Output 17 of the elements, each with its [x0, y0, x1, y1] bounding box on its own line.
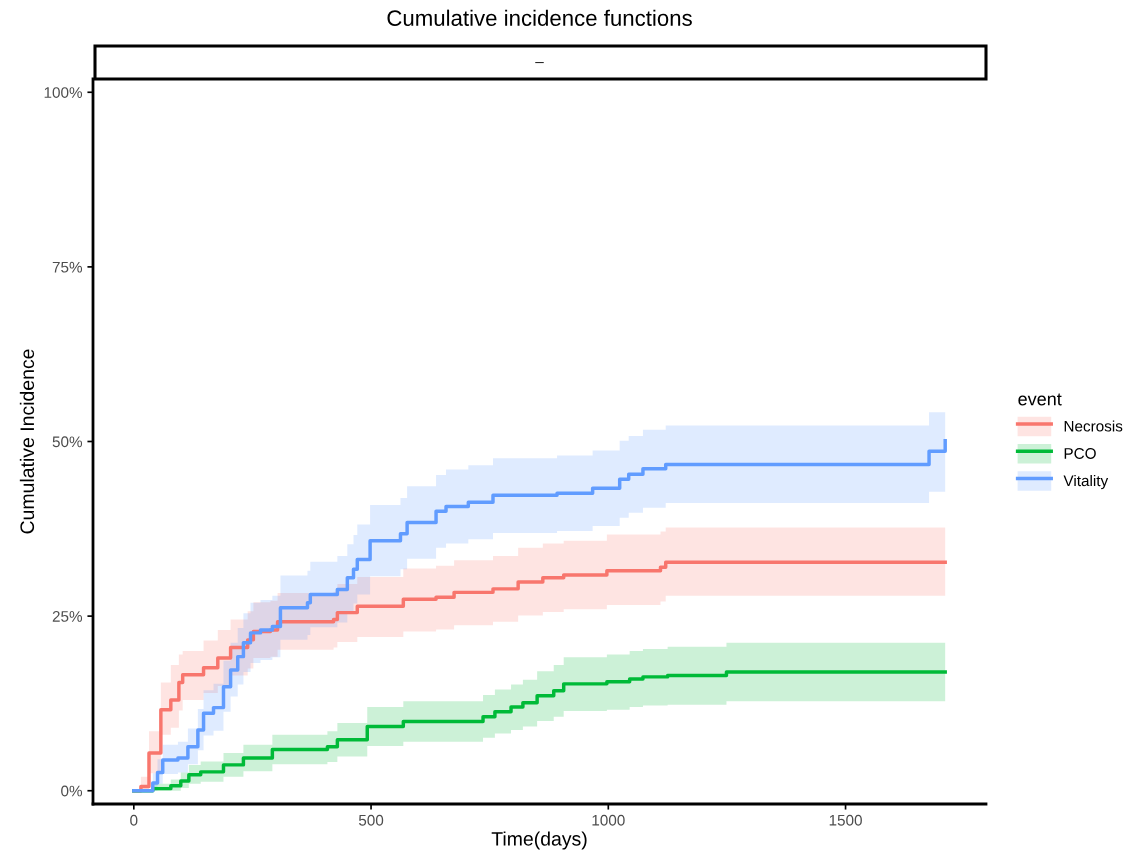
- chart-title: Cumulative incidence functions: [387, 9, 692, 26]
- y-tick-label: 75%: [52, 261, 83, 273]
- chart-subtitle: –: [535, 62, 544, 64]
- y-tick-label: 100%: [44, 87, 83, 98]
- legend-title: event: [1018, 393, 1062, 406]
- y-tick-label: 50%: [52, 436, 83, 448]
- x-axis-title: Time(days): [491, 831, 587, 850]
- x-tick-label: 1500: [829, 814, 862, 826]
- legend-label: Vitality: [1063, 474, 1109, 490]
- legend-label: Necrosis: [1064, 420, 1123, 432]
- y-tick-label: 0%: [61, 785, 83, 797]
- x-tick-label: 500: [358, 814, 384, 826]
- x-tick-label: 1000: [592, 814, 625, 826]
- legend-label: PCO: [1064, 448, 1096, 459]
- x-tick-label: 0: [130, 814, 138, 826]
- y-axis-title: Cumulative Incidence: [19, 349, 35, 534]
- y-tick-label: 25%: [52, 610, 83, 622]
